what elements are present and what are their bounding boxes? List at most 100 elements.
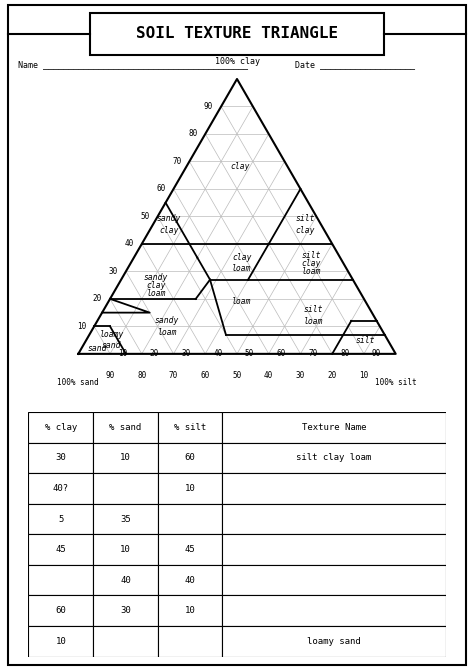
Bar xyxy=(28,596,93,626)
Text: 60: 60 xyxy=(277,349,286,358)
Text: loam: loam xyxy=(146,289,166,297)
Text: sand: sand xyxy=(88,344,107,353)
Text: 30: 30 xyxy=(182,349,191,358)
Text: 60: 60 xyxy=(55,606,66,615)
Text: SOIL TEXTURE TRIANGLE: SOIL TEXTURE TRIANGLE xyxy=(136,27,338,42)
Bar xyxy=(90,13,384,55)
Text: 50: 50 xyxy=(232,371,242,381)
Text: 5: 5 xyxy=(58,515,64,523)
Text: 50: 50 xyxy=(245,349,254,358)
Text: 20: 20 xyxy=(328,371,337,381)
Text: clay: clay xyxy=(295,226,315,235)
Bar xyxy=(93,504,158,535)
Bar xyxy=(28,504,93,535)
Text: loam: loam xyxy=(232,297,252,306)
Text: 30: 30 xyxy=(55,454,66,462)
Text: loam: loam xyxy=(157,328,177,336)
Text: 60: 60 xyxy=(185,454,195,462)
Text: 10: 10 xyxy=(359,371,369,381)
Text: sandy: sandy xyxy=(144,273,168,281)
Bar xyxy=(222,504,446,535)
Text: loamy sand: loamy sand xyxy=(307,636,361,646)
Bar xyxy=(28,443,93,473)
Text: 40: 40 xyxy=(120,576,131,585)
Text: 45: 45 xyxy=(185,545,195,554)
Text: silt: silt xyxy=(295,214,315,224)
Text: 70: 70 xyxy=(169,371,178,381)
Text: loam: loam xyxy=(303,317,323,326)
Text: 40: 40 xyxy=(213,349,222,358)
Text: sandy: sandy xyxy=(156,214,181,224)
Bar xyxy=(222,473,446,504)
Bar xyxy=(158,626,222,657)
Text: clay: clay xyxy=(232,253,252,262)
Text: sand: sand xyxy=(102,341,121,350)
Text: 10: 10 xyxy=(120,545,131,554)
Text: silt clay loam: silt clay loam xyxy=(296,454,372,462)
Text: 60: 60 xyxy=(156,184,165,194)
Text: 30: 30 xyxy=(109,267,118,276)
Bar xyxy=(222,565,446,596)
Text: sandy: sandy xyxy=(155,316,179,325)
Text: loam: loam xyxy=(302,267,321,275)
Text: 60: 60 xyxy=(201,371,210,381)
Text: 10: 10 xyxy=(118,349,127,358)
Text: 100% silt: 100% silt xyxy=(375,378,417,387)
Text: 80: 80 xyxy=(340,349,349,358)
Bar xyxy=(158,473,222,504)
Bar xyxy=(222,412,446,443)
Text: 45: 45 xyxy=(55,545,66,554)
Text: 40?: 40? xyxy=(53,484,69,493)
Bar xyxy=(28,626,93,657)
Text: 10: 10 xyxy=(185,484,195,493)
Text: 40: 40 xyxy=(264,371,273,381)
Text: 40: 40 xyxy=(185,576,195,585)
Text: 10: 10 xyxy=(77,322,86,331)
Bar xyxy=(93,565,158,596)
Bar xyxy=(158,412,222,443)
Bar xyxy=(93,626,158,657)
Bar xyxy=(93,412,158,443)
Bar xyxy=(158,443,222,473)
Text: 20: 20 xyxy=(150,349,159,358)
Text: Name _________________________________________: Name ___________________________________… xyxy=(18,60,248,70)
Text: 80: 80 xyxy=(137,371,146,381)
Bar xyxy=(93,535,158,565)
Text: % silt: % silt xyxy=(174,423,206,432)
Text: 100% clay: 100% clay xyxy=(215,58,259,66)
Bar xyxy=(222,535,446,565)
Bar xyxy=(158,504,222,535)
Bar xyxy=(158,535,222,565)
Text: Date ___________________: Date ___________________ xyxy=(295,60,415,70)
Bar xyxy=(93,596,158,626)
Text: silt: silt xyxy=(356,336,375,344)
Text: silt: silt xyxy=(302,251,321,260)
Text: 100% sand: 100% sand xyxy=(57,378,99,387)
Text: 35: 35 xyxy=(120,515,131,523)
Text: Texture Name: Texture Name xyxy=(302,423,366,432)
Bar xyxy=(28,565,93,596)
Text: 10: 10 xyxy=(55,636,66,646)
Text: clay: clay xyxy=(302,259,321,267)
Text: 30: 30 xyxy=(296,371,305,381)
Bar xyxy=(93,473,158,504)
Text: clay: clay xyxy=(159,226,179,235)
Text: 90: 90 xyxy=(372,349,381,358)
Text: 80: 80 xyxy=(188,129,197,139)
Bar xyxy=(158,596,222,626)
Text: 30: 30 xyxy=(120,606,131,615)
Text: loamy: loamy xyxy=(100,330,124,339)
Bar xyxy=(158,565,222,596)
Text: 70: 70 xyxy=(309,349,318,358)
Bar xyxy=(28,412,93,443)
Text: 90: 90 xyxy=(204,102,213,111)
Bar xyxy=(28,535,93,565)
Text: 90: 90 xyxy=(105,371,115,381)
Text: 10: 10 xyxy=(185,606,195,615)
Text: clay: clay xyxy=(230,162,250,172)
Text: clay: clay xyxy=(146,281,166,289)
Text: silt: silt xyxy=(303,305,323,314)
Bar xyxy=(93,443,158,473)
Text: loam: loam xyxy=(232,265,252,273)
Text: % sand: % sand xyxy=(109,423,142,432)
